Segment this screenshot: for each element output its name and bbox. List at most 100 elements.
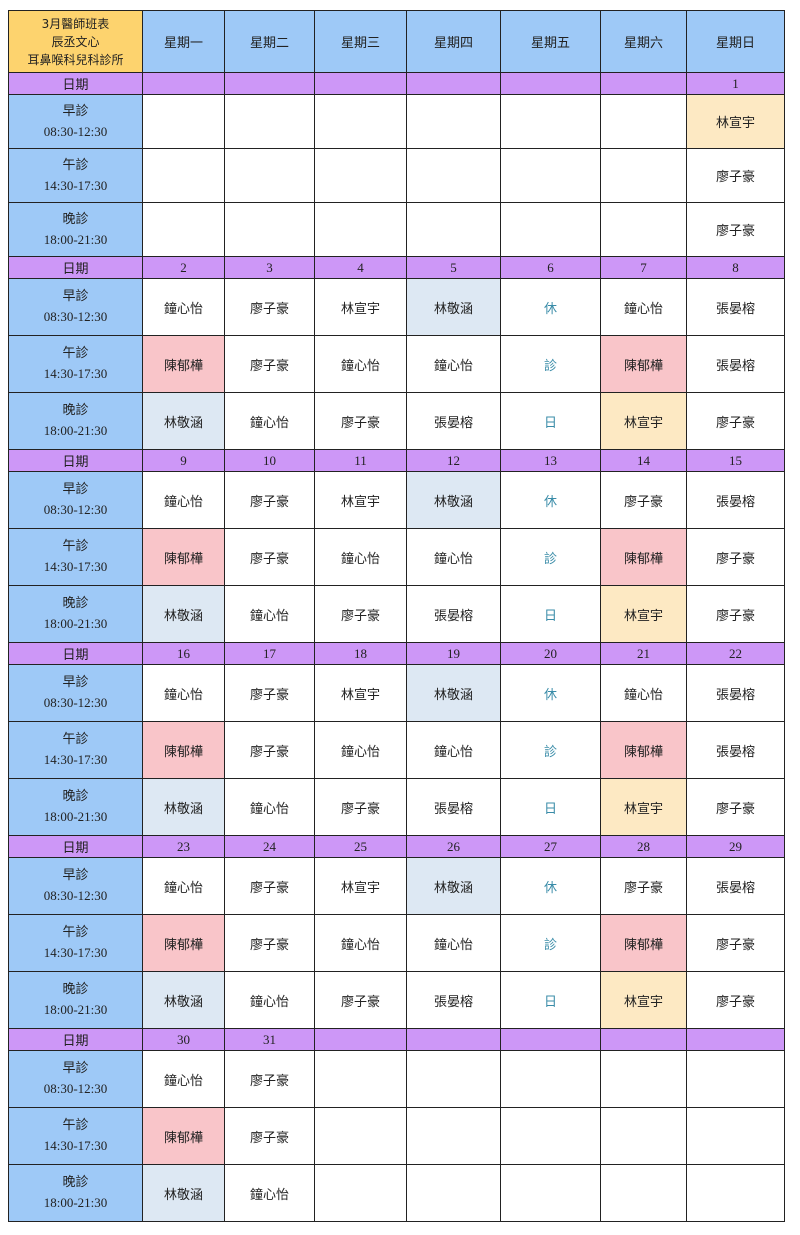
- doctor-cell: 林宣宇: [314, 857, 407, 915]
- doctor-cell: [224, 202, 315, 257]
- date-cell: 11: [314, 449, 407, 472]
- date-cell: [406, 72, 501, 95]
- doctor-cell: 張晏榕: [406, 971, 501, 1029]
- doctor-cell: 鐘心怡: [314, 335, 407, 393]
- date-cell: 3: [224, 256, 315, 279]
- date-cell: 7: [600, 256, 687, 279]
- title-line: 辰丞文心: [51, 34, 100, 49]
- shift-label: 早診 08:30-12:30: [8, 471, 143, 529]
- doctor-cell: [686, 1050, 785, 1108]
- doctor-cell: 張晏榕: [686, 471, 785, 529]
- doctor-cell: 陳郁樺: [600, 721, 687, 779]
- doctor-cell: 鐘心怡: [142, 664, 225, 722]
- doctor-cell: 鐘心怡: [142, 471, 225, 529]
- shift-time: 18:00-21:30: [43, 1195, 108, 1210]
- shift-name: 早診: [62, 868, 89, 883]
- doctor-cell: 日: [500, 971, 601, 1029]
- doctor-cell: 鐘心怡: [142, 278, 225, 336]
- schedule-title: 3月醫師班表 辰丞文心 耳鼻喉科兒科診所: [8, 10, 143, 73]
- shift-time: 18:00-21:30: [43, 809, 108, 824]
- date-cell: 23: [142, 835, 225, 858]
- shift-name: 晚診: [62, 1175, 89, 1190]
- date-cell: 10: [224, 449, 315, 472]
- shift-label: 早診 08:30-12:30: [8, 857, 143, 915]
- doctor-cell: 廖子豪: [686, 971, 785, 1029]
- doctor-cell: 廖子豪: [686, 914, 785, 972]
- shift-name: 午診: [62, 1118, 89, 1133]
- date-label: 日期: [8, 449, 143, 472]
- doctor-cell: 廖子豪: [686, 202, 785, 257]
- shift-time: 14:30-17:30: [43, 366, 108, 381]
- doctor-cell: 廖子豪: [224, 471, 315, 529]
- shift-label: 早診 08:30-12:30: [8, 1050, 143, 1108]
- date-cell: [500, 1028, 601, 1051]
- date-cell: 18: [314, 642, 407, 665]
- shift-time: 14:30-17:30: [43, 752, 108, 767]
- shift-name: 早診: [62, 289, 89, 304]
- date-cell: 16: [142, 642, 225, 665]
- doctor-cell: 廖子豪: [686, 148, 785, 203]
- doctor-cell: 廖子豪: [686, 528, 785, 586]
- date-cell: [406, 1028, 501, 1051]
- shift-time: 08:30-12:30: [43, 888, 108, 903]
- doctor-cell: [600, 94, 687, 149]
- date-cell: [600, 72, 687, 95]
- doctor-cell: 鐘心怡: [406, 528, 501, 586]
- doctor-cell: 廖子豪: [314, 585, 407, 643]
- shift-name: 午診: [62, 925, 89, 940]
- date-label: 日期: [8, 1028, 143, 1051]
- doctor-cell: 廖子豪: [600, 857, 687, 915]
- doctor-cell: 鐘心怡: [600, 278, 687, 336]
- doctor-cell: 廖子豪: [686, 585, 785, 643]
- doctor-cell: [600, 1164, 687, 1222]
- date-label: 日期: [8, 642, 143, 665]
- doctor-cell: 廖子豪: [224, 664, 315, 722]
- doctor-cell: 日: [500, 392, 601, 450]
- doctor-cell: 鐘心怡: [314, 914, 407, 972]
- doctor-cell: 林敬涵: [406, 471, 501, 529]
- doctor-cell: 林宣宇: [314, 664, 407, 722]
- shift-row: 早診 08:30-12:30 鐘心怡 廖子豪 林宣宇 林敬涵休廖子豪 張晏榕: [8, 857, 785, 915]
- weekday-header: 星期二: [224, 10, 315, 73]
- shift-label: 早診 08:30-12:30: [8, 278, 143, 336]
- doctor-cell: [314, 94, 407, 149]
- doctor-cell: 陳郁樺: [600, 528, 687, 586]
- date-cell: [500, 72, 601, 95]
- doctor-cell: [500, 148, 601, 203]
- doctor-cell: 鐘心怡: [314, 721, 407, 779]
- doctor-cell: 張晏榕: [686, 278, 785, 336]
- header-row: 3月醫師班表 辰丞文心 耳鼻喉科兒科診所 星期一 星期二 星期三 星期四 星期五…: [8, 10, 785, 73]
- doctor-cell: 休: [500, 471, 601, 529]
- shift-name: 午診: [62, 157, 89, 173]
- shift-label: 晚診 18:00-21:30: [8, 1164, 143, 1222]
- date-cell: 17: [224, 642, 315, 665]
- shift-label: 午診 14:30-17:30: [8, 721, 143, 779]
- date-cell: 1: [686, 72, 785, 95]
- doctor-cell: 林敬涵: [406, 857, 501, 915]
- doctor-cell: 林宣宇: [686, 94, 785, 149]
- date-cell: 2: [142, 256, 225, 279]
- date-label: 日期: [8, 72, 143, 95]
- date-label: 日期: [8, 835, 143, 858]
- doctor-cell: 張晏榕: [406, 392, 501, 450]
- doctor-cell: 陳郁樺: [142, 914, 225, 972]
- date-cell: [314, 72, 407, 95]
- date-cell: 27: [500, 835, 601, 858]
- weekday-header: 星期一: [142, 10, 225, 73]
- weekday-header: 星期五: [500, 10, 601, 73]
- shift-row: 晚診 18:00-21:30 林敬涵 鐘心怡: [8, 1164, 785, 1222]
- doctor-cell: [406, 1164, 501, 1222]
- doctor-cell: 林敬涵: [406, 664, 501, 722]
- doctor-cell: 鐘心怡: [314, 528, 407, 586]
- shift-name: 早診: [62, 675, 89, 690]
- doctor-cell: [500, 202, 601, 257]
- doctor-cell: 廖子豪: [686, 392, 785, 450]
- shift-name: 早診: [62, 103, 89, 119]
- date-cell: 26: [406, 835, 501, 858]
- schedule-sheet: 3月醫師班表 辰丞文心 耳鼻喉科兒科診所 星期一 星期二 星期三 星期四 星期五…: [8, 10, 785, 1222]
- doctor-cell: [686, 1164, 785, 1222]
- doctor-cell: 陳郁樺: [142, 528, 225, 586]
- shift-label: 午診 14:30-17:30: [8, 335, 143, 393]
- doctor-cell: 鐘心怡: [406, 721, 501, 779]
- doctor-cell: [600, 1050, 687, 1108]
